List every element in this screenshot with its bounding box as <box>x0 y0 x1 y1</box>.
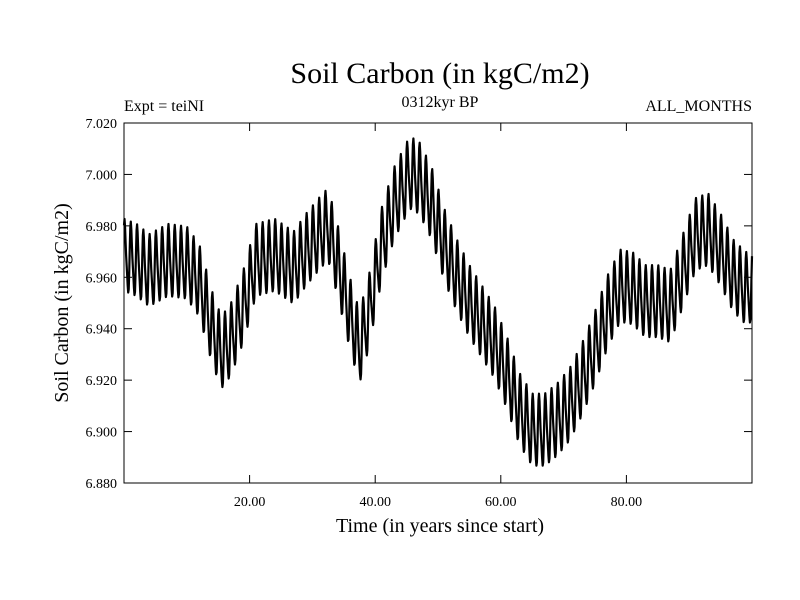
y-tick-label: 6.940 <box>86 323 118 338</box>
plot-frame <box>123 122 753 484</box>
y-tick-label: 7.000 <box>86 168 118 183</box>
y-tick-label: 6.920 <box>86 374 118 389</box>
y-tick-label: 6.880 <box>86 477 118 492</box>
soil-carbon-series-line <box>122 137 754 467</box>
y-tick-label: 7.020 <box>86 117 118 132</box>
months-annotation: ALL_MONTHS <box>645 98 752 115</box>
y-axis: 6.880 6.900 6.920 6.940 6.960 6.980 7.000 7.020 <box>86 117 752 492</box>
x-tick-label: 60.00 <box>485 495 517 510</box>
y-tick-label: 6.980 <box>86 220 118 235</box>
y-axis-label: Soil Carbon (in kgC/m2) <box>51 203 73 402</box>
period-annotation: 0312kyr BP <box>402 94 479 111</box>
x-axis-label: Time (in years since start) <box>336 515 544 537</box>
y-tick-label: 6.960 <box>86 271 118 286</box>
x-axis: 20.00 40.00 60.00 80.00 <box>234 123 642 510</box>
x-tick-label: 40.00 <box>359 495 391 510</box>
x-tick-label: 80.00 <box>611 495 643 510</box>
x-tick-label: 20.00 <box>234 495 266 510</box>
y-tick-label: 6.900 <box>86 426 118 441</box>
experiment-annotation: Expt = teiNI <box>124 98 204 115</box>
plot-area <box>122 122 754 484</box>
chart-title: Soil Carbon (in kgC/m2) <box>290 57 589 90</box>
